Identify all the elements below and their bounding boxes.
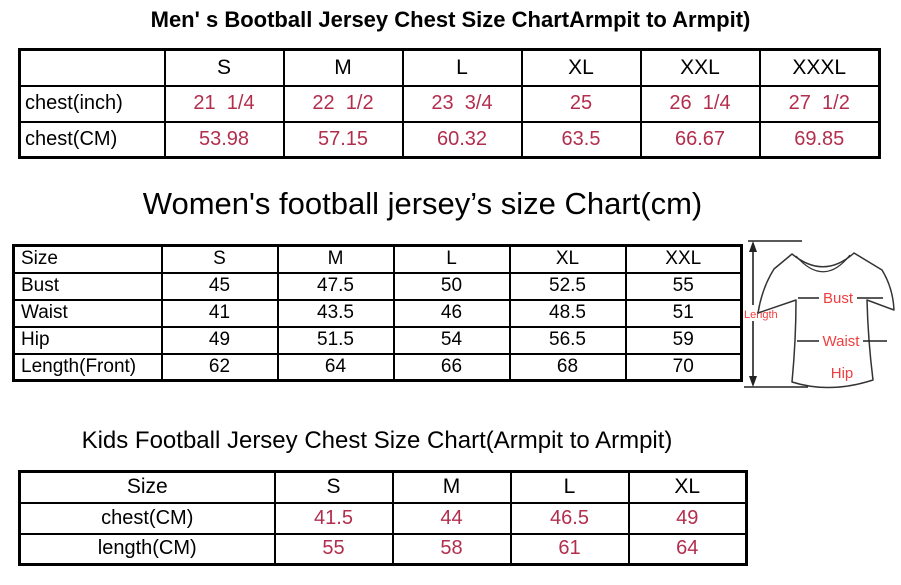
- table-row: length(CM) 55 58 61 64: [18, 532, 748, 566]
- corner-cell: [18, 48, 166, 87]
- value-cell: 50: [392, 271, 511, 301]
- size-header-cell: XXXL: [758, 48, 881, 87]
- size-header-cell: L: [401, 48, 523, 87]
- value-cell: 26 1/4: [639, 84, 761, 123]
- tshirt-collar-inner: [795, 254, 851, 273]
- size-label-cell: Size: [18, 470, 276, 504]
- men-size-table: S M L XL XXL XXXL chest(inch) 21 1/4 22 …: [18, 48, 881, 159]
- value-cell: 52.5: [508, 271, 627, 301]
- value-cell: 51: [624, 298, 743, 328]
- value-cell: 70: [624, 352, 743, 382]
- row-label-cell: Hip: [12, 325, 163, 355]
- value-cell: 49: [160, 325, 279, 355]
- size-header-cell: XXL: [639, 48, 761, 87]
- size-header-cell: S: [160, 244, 279, 274]
- table-header-row: S M L XL XXL XXXL: [18, 48, 881, 87]
- value-cell: 64: [627, 532, 748, 566]
- arrowhead-down-icon: [749, 376, 757, 387]
- hip-label: Hip: [831, 365, 854, 382]
- table-row: Bust 45 47.5 50 52.5 55: [12, 271, 743, 301]
- value-cell: 49: [627, 501, 748, 535]
- value-cell: 25: [520, 84, 642, 123]
- kids-size-table: Size S M L XL chest(CM) 41.5 44 46.5 49 …: [18, 470, 748, 566]
- length-label: Length: [744, 309, 778, 321]
- value-cell: 53.98: [163, 120, 285, 159]
- value-cell: 66.67: [639, 120, 761, 159]
- value-cell: 63.5: [520, 120, 642, 159]
- size-header-cell: L: [392, 244, 511, 274]
- table-row: Length(Front) 62 64 66 68 70: [12, 352, 743, 382]
- row-label-cell: chest(inch): [18, 84, 166, 123]
- row-label-cell: chest(CM): [18, 120, 166, 159]
- value-cell: 47.5: [276, 271, 395, 301]
- value-cell: 21 1/4: [163, 84, 285, 123]
- women-size-table: Size S M L XL XXL Bust 45 47.5 50 52.5 5…: [12, 244, 743, 382]
- row-label-cell: Length(Front): [12, 352, 163, 382]
- kids-chart-title: Kids Football Jersey Chest Size Chart(Ar…: [81, 427, 673, 454]
- size-header-cell: S: [163, 48, 285, 87]
- value-cell: 68: [508, 352, 627, 382]
- value-cell: 61: [509, 532, 630, 566]
- bust-label: Bust: [823, 290, 854, 307]
- value-cell: 48.5: [508, 298, 627, 328]
- value-cell: 54: [392, 325, 511, 355]
- value-cell: 58: [391, 532, 512, 566]
- men-chart-title: Men' s Bootball Jersey Chest Size ChartA…: [150, 7, 751, 32]
- size-header-cell: M: [391, 470, 512, 504]
- value-cell: 27 1/2: [758, 84, 881, 123]
- value-cell: 64: [276, 352, 395, 382]
- size-header-cell: XXL: [624, 244, 743, 274]
- size-header-cell: XL: [520, 48, 642, 87]
- value-cell: 57.15: [282, 120, 404, 159]
- value-cell: 46: [392, 298, 511, 328]
- table-row: chest(CM) 41.5 44 46.5 49: [18, 501, 748, 535]
- value-cell: 59: [624, 325, 743, 355]
- value-cell: 55: [624, 271, 743, 301]
- value-cell: 41: [160, 298, 279, 328]
- size-header-cell: XL: [508, 244, 627, 274]
- value-cell: 41.5: [273, 501, 394, 535]
- women-chart-title: Women's football jersey’s size Chart(cm): [142, 186, 703, 221]
- size-header-cell: L: [509, 470, 630, 504]
- tshirt-measurement-diagram: Length Bust Waist Hip: [744, 240, 895, 389]
- tshirt-outline: [757, 252, 895, 389]
- row-label-cell: Waist: [12, 298, 163, 328]
- row-label-cell: Bust: [12, 271, 163, 301]
- value-cell: 43.5: [276, 298, 395, 328]
- value-cell: 69.85: [758, 120, 881, 159]
- waist-label: Waist: [823, 333, 861, 350]
- table-row: chest(CM) 53.98 57.15 60.32 63.5 66.67 6…: [18, 120, 881, 159]
- value-cell: 56.5: [508, 325, 627, 355]
- arrowhead-up-icon: [749, 241, 757, 252]
- size-header-cell: S: [273, 470, 394, 504]
- table-row: Waist 41 43.5 46 48.5 51: [12, 298, 743, 328]
- table-header-row: Size S M L XL XXL: [12, 244, 743, 274]
- table-row: chest(inch) 21 1/4 22 1/2 23 3/4 25 26 1…: [18, 84, 881, 123]
- row-label-cell: length(CM): [18, 532, 276, 566]
- value-cell: 62: [160, 352, 279, 382]
- size-header-cell: M: [282, 48, 404, 87]
- value-cell: 51.5: [276, 325, 395, 355]
- value-cell: 66: [392, 352, 511, 382]
- value-cell: 55: [273, 532, 394, 566]
- table-header-row: Size S M L XL: [18, 470, 748, 504]
- table-row: Hip 49 51.5 54 56.5 59: [12, 325, 743, 355]
- value-cell: 44: [391, 501, 512, 535]
- size-header-cell: M: [276, 244, 395, 274]
- value-cell: 22 1/2: [282, 84, 404, 123]
- row-label-cell: chest(CM): [18, 501, 276, 535]
- value-cell: 45: [160, 271, 279, 301]
- value-cell: 60.32: [401, 120, 523, 159]
- value-cell: 23 3/4: [401, 84, 523, 123]
- size-header-cell: XL: [627, 470, 748, 504]
- size-label-cell: Size: [12, 244, 163, 274]
- value-cell: 46.5: [509, 501, 630, 535]
